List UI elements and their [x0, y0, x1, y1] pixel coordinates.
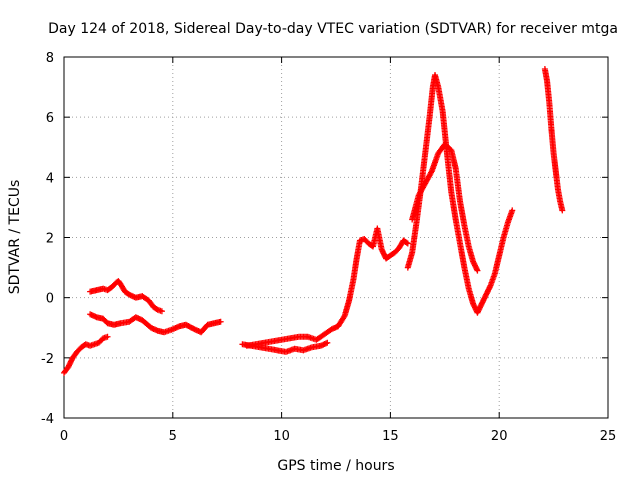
data-point-plus: [403, 239, 410, 246]
series-trace-h-late: [541, 66, 566, 214]
y-tick-label: -4: [41, 412, 54, 427]
data-point-plus: [474, 267, 481, 274]
data-point-plus: [428, 169, 435, 176]
data-points: [61, 66, 566, 376]
y-tick-label: -2: [41, 352, 54, 367]
data-point-plus: [509, 207, 516, 214]
series-trace-e-rise: [243, 225, 411, 349]
y-tick-label: 0: [46, 292, 54, 307]
data-point-plus: [404, 240, 411, 247]
axis-ticks: 0 5 10 15 20 25 -4 -2 0 2 4 6 8: [41, 51, 616, 444]
y-tick-label: 4: [46, 171, 54, 186]
series-trace-b-upper: [87, 278, 165, 315]
y-axis-label: SDTVAR / TECUs: [7, 180, 23, 295]
x-tick-label: 0: [60, 429, 68, 444]
data-point-plus: [340, 314, 347, 321]
y-tick-label: 6: [46, 111, 54, 126]
x-axis-label: GPS time / hours: [277, 458, 394, 474]
chart-title: Day 124 of 2018, Sidereal Day-to-day VTE…: [48, 21, 618, 37]
data-point-plus: [158, 308, 165, 315]
x-tick-label: 15: [382, 429, 399, 444]
series-trace-c-mid: [87, 311, 224, 336]
series-trace-a-low: [61, 333, 111, 376]
y-tick-label: 2: [46, 232, 54, 247]
series-trace-g-second: [409, 141, 481, 274]
data-point-plus: [104, 333, 111, 340]
x-tick-label: 5: [169, 429, 177, 444]
x-tick-label: 25: [600, 429, 617, 444]
data-point-plus: [324, 339, 331, 346]
series-trace-d-trough: [239, 339, 331, 355]
x-tick-label: 10: [273, 429, 290, 444]
y-tick-label: 8: [46, 51, 54, 66]
series-trace-f-peak: [404, 72, 516, 316]
grid-lines: [64, 57, 608, 418]
data-point-plus: [559, 207, 566, 214]
x-tick-label: 20: [491, 429, 508, 444]
data-point-plus: [217, 318, 224, 325]
